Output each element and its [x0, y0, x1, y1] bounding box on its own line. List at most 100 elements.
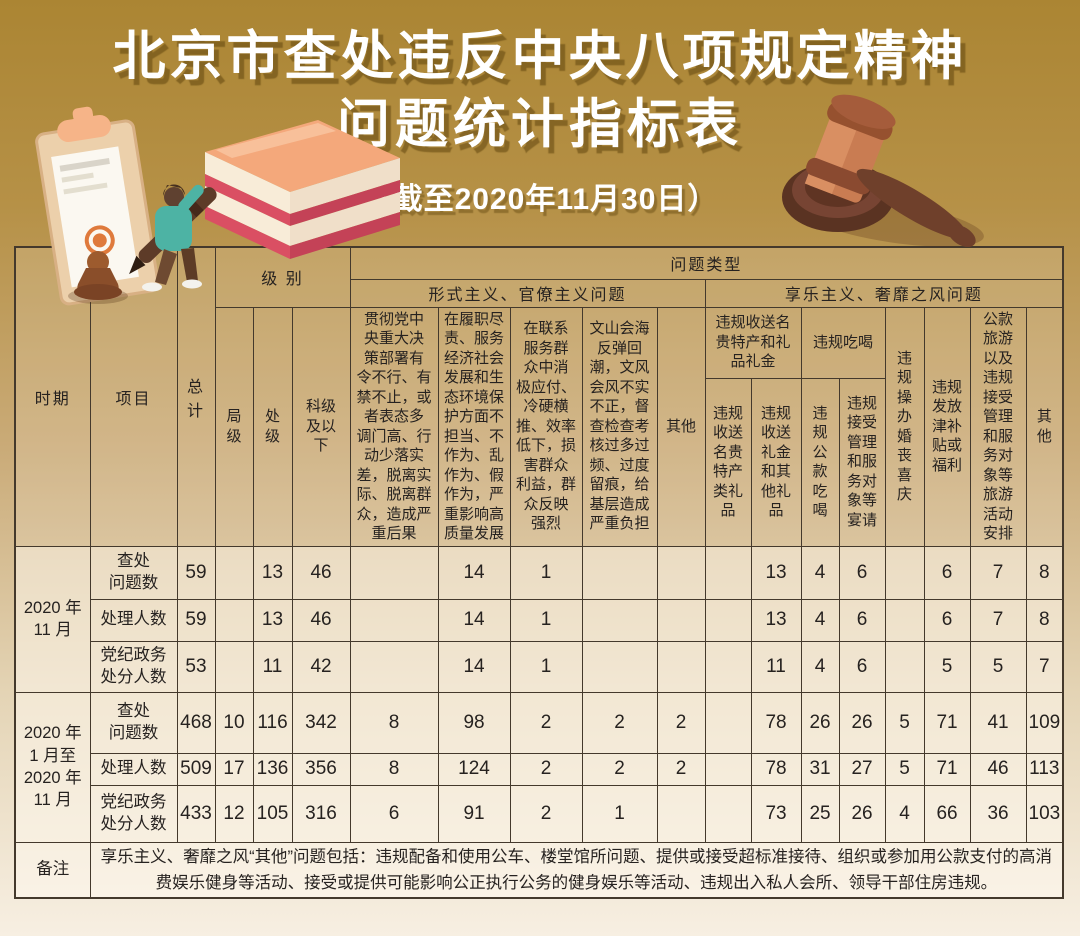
data-cell: 53 [176, 640, 216, 693]
data-cell: 1 [509, 545, 583, 600]
data-cell: 4 [800, 598, 840, 642]
data-cell: 46 [969, 752, 1027, 786]
data-cell [656, 545, 706, 600]
table-row: 2020 年 1 月至 2020 年 11 月 查处 问题数 468 10 11… [14, 691, 1064, 843]
data-cell: 59 [176, 545, 216, 600]
data-cell: 42 [291, 640, 351, 693]
data-cell: 6 [838, 640, 886, 693]
data-cell [581, 545, 658, 600]
data-cell: 103 [1025, 784, 1064, 843]
data-cell [884, 598, 925, 642]
header-formalism-col-3: 在联系 服务群 众中消 极应付、 冷硬横 推、效率 低下，损 害群众 利益，群 … [509, 306, 583, 547]
data-cell: 73 [750, 784, 802, 843]
data-cell: 109 [1025, 691, 1064, 754]
data-cell: 71 [923, 691, 971, 754]
data-cell: 6 [923, 545, 971, 600]
header-formalism-col-1: 贯彻党中 央重大决 策部署有 令不行、有 禁不止，或 者表态多 调门高、行 动少… [349, 306, 439, 547]
data-cell [704, 752, 752, 786]
header-hedonism-other: 其 他 [1025, 306, 1064, 547]
data-cell [581, 640, 658, 693]
header-problem-type-group: 问题类型 [349, 246, 1064, 280]
data-cell [349, 545, 439, 600]
data-cell [656, 784, 706, 843]
data-cell: 6 [923, 598, 971, 642]
data-cell: 468 [176, 691, 216, 754]
data-cell: 46 [291, 545, 351, 600]
data-cell [704, 640, 752, 693]
item-label: 党纪政务 处分人数 [89, 784, 178, 843]
data-cell: 2 [581, 691, 658, 754]
data-cell: 6 [349, 784, 439, 843]
header-gift-specialty: 违规 收送 名贵 特产 类礼 品 [704, 377, 752, 547]
data-cell: 10 [214, 691, 254, 754]
data-cell: 26 [838, 691, 886, 754]
data-cell: 116 [252, 691, 293, 754]
data-cell: 31 [800, 752, 840, 786]
header-formalism-col-4: 文山会海 反弹回 潮，文风 会风不实 不正，督 查检查考 核过多过 频、过度 留… [581, 306, 658, 547]
data-cell [214, 545, 254, 600]
data-cell: 2 [509, 691, 583, 754]
data-cell: 27 [838, 752, 886, 786]
data-cell: 1 [509, 640, 583, 693]
data-cell [349, 598, 439, 642]
header-gift-cash: 违规 收送 礼金 和其 他礼 品 [750, 377, 802, 547]
data-cell: 6 [838, 598, 886, 642]
data-cell: 2 [656, 752, 706, 786]
remark-row: 备注 享乐主义、奢靡之风“其他”问题包括：违规配备和使用公车、楼堂馆所问题、提供… [14, 841, 1064, 899]
data-cell: 7 [1025, 640, 1064, 693]
item-label: 党纪政务 处分人数 [89, 640, 178, 693]
data-cell [214, 598, 254, 642]
data-cell: 41 [969, 691, 1027, 754]
page-title-line1: 北京市查处违反中央八项规定精神 [112, 27, 968, 86]
data-cell: 12 [214, 784, 254, 843]
data-cell: 11 [750, 640, 802, 693]
page-subtitle: （截至2020年11月30日） [361, 183, 719, 217]
data-cell: 25 [800, 784, 840, 843]
data-cell [656, 640, 706, 693]
table-row: 党纪政务 处分人数 53 11 42 14 1 11 4 6 5 5 7 [15, 640, 1064, 693]
data-cell: 46 [291, 598, 351, 642]
data-cell: 14 [437, 598, 511, 642]
header-total: 总 计 [176, 246, 216, 547]
header-allowance: 违规 发放 津补 贴或 福利 [923, 306, 971, 547]
header-period: 时期 [14, 246, 91, 547]
data-cell [704, 598, 752, 642]
data-cell: 78 [750, 752, 802, 786]
data-cell: 509 [176, 752, 216, 786]
data-cell: 8 [1025, 545, 1064, 600]
data-cell: 71 [923, 752, 971, 786]
data-cell: 356 [291, 752, 351, 786]
data-cell: 8 [349, 752, 439, 786]
data-cell: 13 [252, 545, 293, 600]
data-cell: 11 [252, 640, 293, 693]
header-level-bureau: 局 级 [214, 306, 254, 547]
data-cell: 2 [656, 691, 706, 754]
header-dining-public-funds: 违 规 公 款 吃 喝 [800, 377, 840, 547]
data-cell [581, 598, 658, 642]
data-cell [704, 545, 752, 600]
data-cell: 6 [838, 545, 886, 600]
data-cell: 5 [969, 640, 1027, 693]
data-cell: 14 [437, 640, 511, 693]
data-cell: 4 [884, 784, 925, 843]
data-cell: 105 [252, 784, 293, 843]
data-cell [704, 691, 752, 754]
item-label: 查处 问题数 [89, 545, 178, 600]
header-formalism-other: 其他 [656, 306, 706, 547]
remark-label: 备注 [14, 841, 91, 899]
data-cell: 1 [509, 598, 583, 642]
data-cell: 98 [437, 691, 511, 754]
period-label: 2020 年 1 月至 2020 年 11 月 [14, 691, 91, 843]
item-label: 处理人数 [89, 598, 178, 642]
item-label: 查处 问题数 [89, 691, 178, 754]
data-cell [349, 640, 439, 693]
data-cell: 8 [1025, 598, 1064, 642]
data-cell: 433 [176, 784, 216, 843]
data-cell: 113 [1025, 752, 1064, 786]
data-cell: 7 [969, 545, 1027, 600]
data-cell: 1 [581, 784, 658, 843]
data-cell [704, 784, 752, 843]
header-item: 项目 [89, 246, 178, 547]
data-cell: 5 [884, 752, 925, 786]
